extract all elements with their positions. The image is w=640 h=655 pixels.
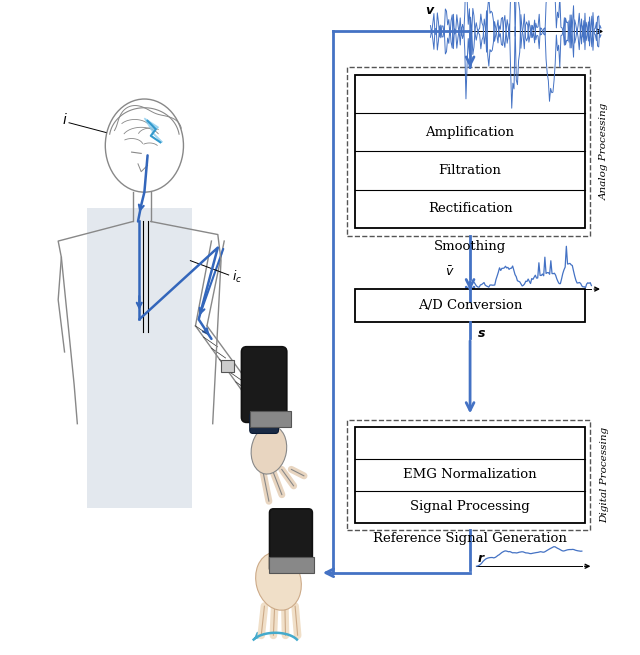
Text: Signal Processing: Signal Processing xyxy=(410,500,530,513)
Bar xyxy=(355,75,585,228)
Text: EMG Normalization: EMG Normalization xyxy=(403,468,537,481)
Polygon shape xyxy=(145,118,163,142)
Text: $i$: $i$ xyxy=(61,112,67,127)
Text: $\boldsymbol{v}$: $\boldsymbol{v}$ xyxy=(424,4,435,17)
Bar xyxy=(355,427,585,523)
Text: Filtration: Filtration xyxy=(438,164,502,177)
Bar xyxy=(87,208,192,508)
Bar xyxy=(250,411,291,427)
Bar xyxy=(348,67,590,236)
Text: $i_c$: $i_c$ xyxy=(232,269,242,285)
FancyBboxPatch shape xyxy=(269,509,312,572)
Text: Digital Processing: Digital Processing xyxy=(600,427,609,523)
Bar xyxy=(355,289,585,322)
Bar xyxy=(221,360,234,371)
Text: $\boldsymbol{s}$: $\boldsymbol{s}$ xyxy=(477,327,486,340)
Text: A/D Conversion: A/D Conversion xyxy=(418,299,522,312)
Text: $\bar{v}$: $\bar{v}$ xyxy=(445,265,454,278)
FancyBboxPatch shape xyxy=(250,413,278,434)
Text: Amplification: Amplification xyxy=(426,126,515,139)
Text: Rectification: Rectification xyxy=(428,202,513,215)
Bar xyxy=(348,419,590,531)
Bar xyxy=(269,557,314,573)
Ellipse shape xyxy=(255,552,301,610)
Text: Analog Processing: Analog Processing xyxy=(600,103,609,200)
Text: Reference Signal Generation: Reference Signal Generation xyxy=(373,532,567,545)
Text: $\boldsymbol{r}$: $\boldsymbol{r}$ xyxy=(477,552,486,565)
Text: Smoothing: Smoothing xyxy=(434,240,506,253)
FancyBboxPatch shape xyxy=(241,346,287,422)
Ellipse shape xyxy=(106,99,184,192)
Ellipse shape xyxy=(251,426,287,474)
